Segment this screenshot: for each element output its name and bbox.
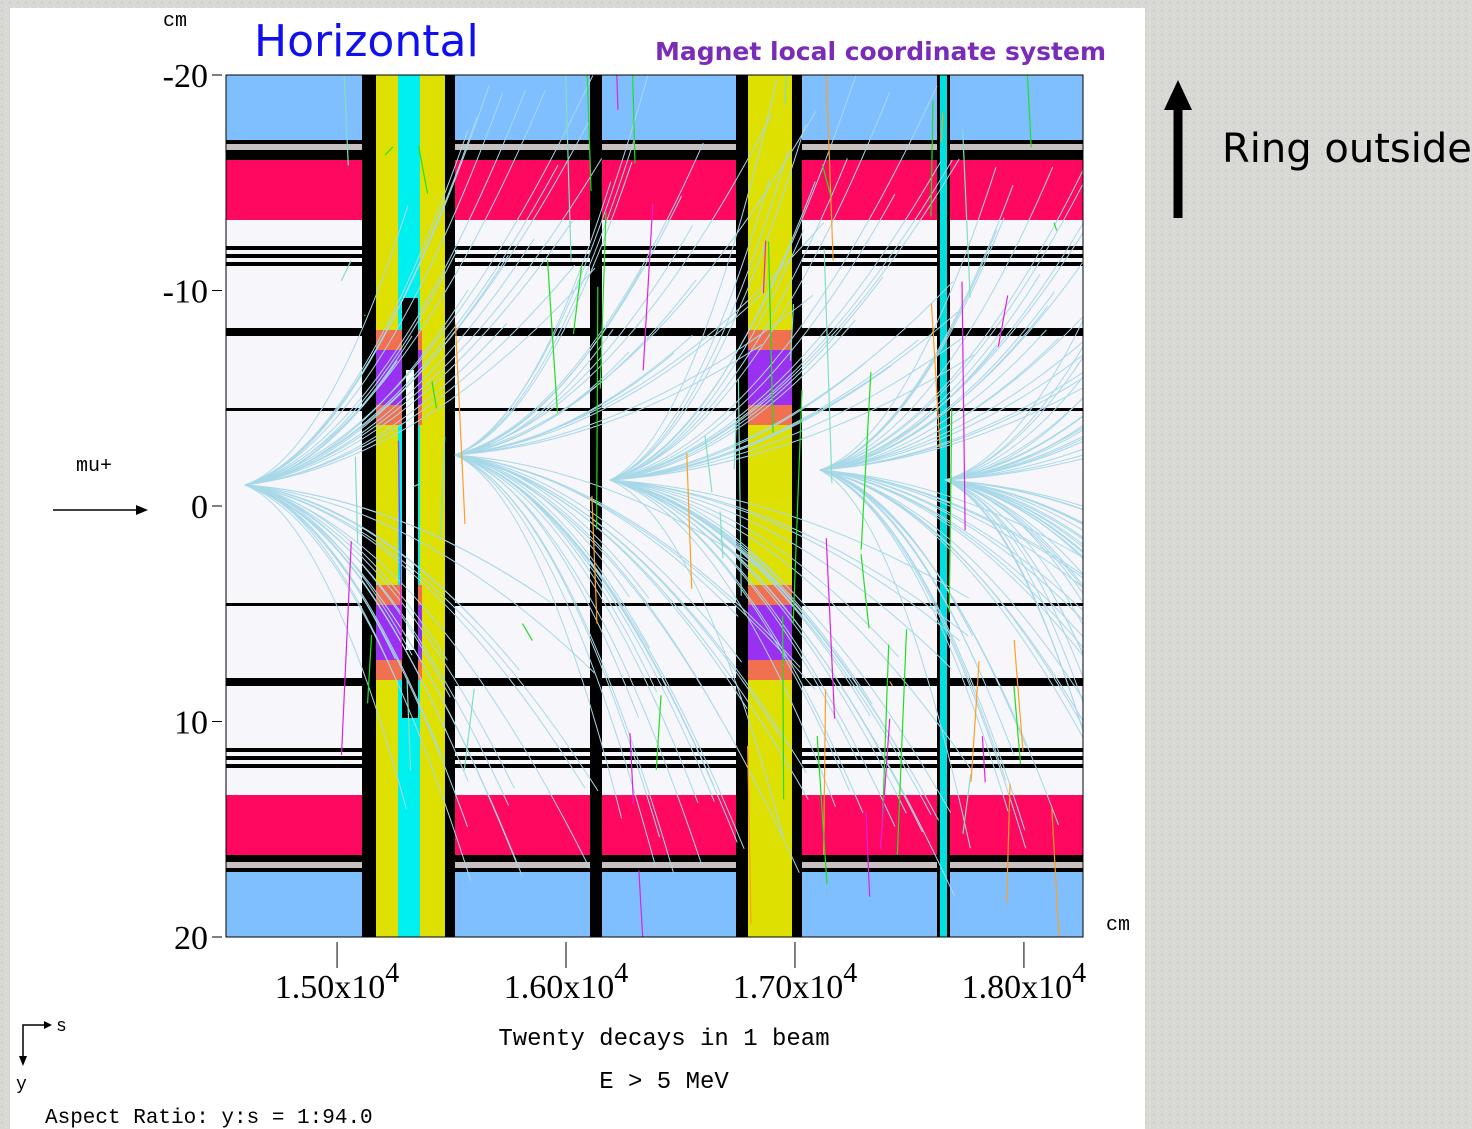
- coil: [748, 660, 792, 680]
- chart: cm Horizontal Magnet local coordinate sy…: [0, 0, 1472, 1129]
- side-note: Ring outside: [1222, 126, 1472, 172]
- band: [226, 795, 1083, 855]
- y-tick-label: 10: [174, 705, 208, 742]
- y-tick-label: -20: [163, 58, 208, 95]
- magnet-column: [736, 75, 748, 937]
- band: [226, 144, 1083, 150]
- band: [226, 678, 1083, 686]
- x-label: Twenty decays in 1 beam: [498, 1026, 829, 1053]
- beam-label: mu+: [76, 455, 112, 478]
- x-tick-exponent: 4: [1072, 958, 1086, 989]
- band: [226, 868, 1083, 872]
- band: [226, 262, 1083, 266]
- magnet-column: [792, 75, 802, 937]
- track: [364, 315, 365, 316]
- y-tick-label: -10: [163, 274, 208, 311]
- chart-title: Horizontal: [254, 16, 479, 67]
- geometry: [226, 75, 1083, 937]
- band: [226, 764, 1083, 768]
- band: [226, 756, 1083, 760]
- x-tick-exponent: 4: [385, 958, 399, 989]
- x-tick-mantissa: 1.50x10: [275, 969, 386, 1006]
- band: [226, 254, 1083, 258]
- y-tick-label: 20: [174, 920, 208, 957]
- x-tick-mantissa: 1.80x10: [962, 969, 1073, 1006]
- band: [226, 160, 1083, 220]
- x-tick-exponent: 4: [614, 958, 628, 989]
- band: [226, 140, 1083, 144]
- x-tick-mantissa: 1.60x10: [504, 969, 615, 1006]
- axis-s-label: s: [56, 1017, 67, 1037]
- band: [226, 872, 1083, 937]
- band: [226, 603, 1083, 606]
- magnet-column: [362, 75, 376, 937]
- magnet-column: [748, 75, 792, 937]
- y-tick-label: 0: [191, 489, 208, 526]
- band: [226, 75, 1083, 140]
- band: [226, 748, 1083, 752]
- band: [226, 150, 1083, 160]
- x-tick-exponent: 4: [843, 958, 857, 989]
- aspect-note: Aspect Ratio: y:s = 1:94.0: [45, 1107, 373, 1129]
- x-label-2: E > 5 MeV: [599, 1069, 729, 1096]
- magnet-column: [940, 75, 947, 937]
- magnet-column: [376, 75, 398, 937]
- x-unit: cm: [1106, 914, 1130, 937]
- coil: [748, 585, 792, 605]
- band: [226, 328, 1083, 336]
- core-gap: [406, 370, 414, 650]
- page: cm Horizontal Magnet local coordinate sy…: [0, 0, 1472, 1129]
- coil: [748, 405, 792, 425]
- y-unit: cm: [163, 10, 187, 33]
- subtitle: Magnet local coordinate system: [655, 37, 1106, 66]
- axis-y-label: y: [16, 1075, 27, 1095]
- x-tick-mantissa: 1.70x10: [733, 969, 844, 1006]
